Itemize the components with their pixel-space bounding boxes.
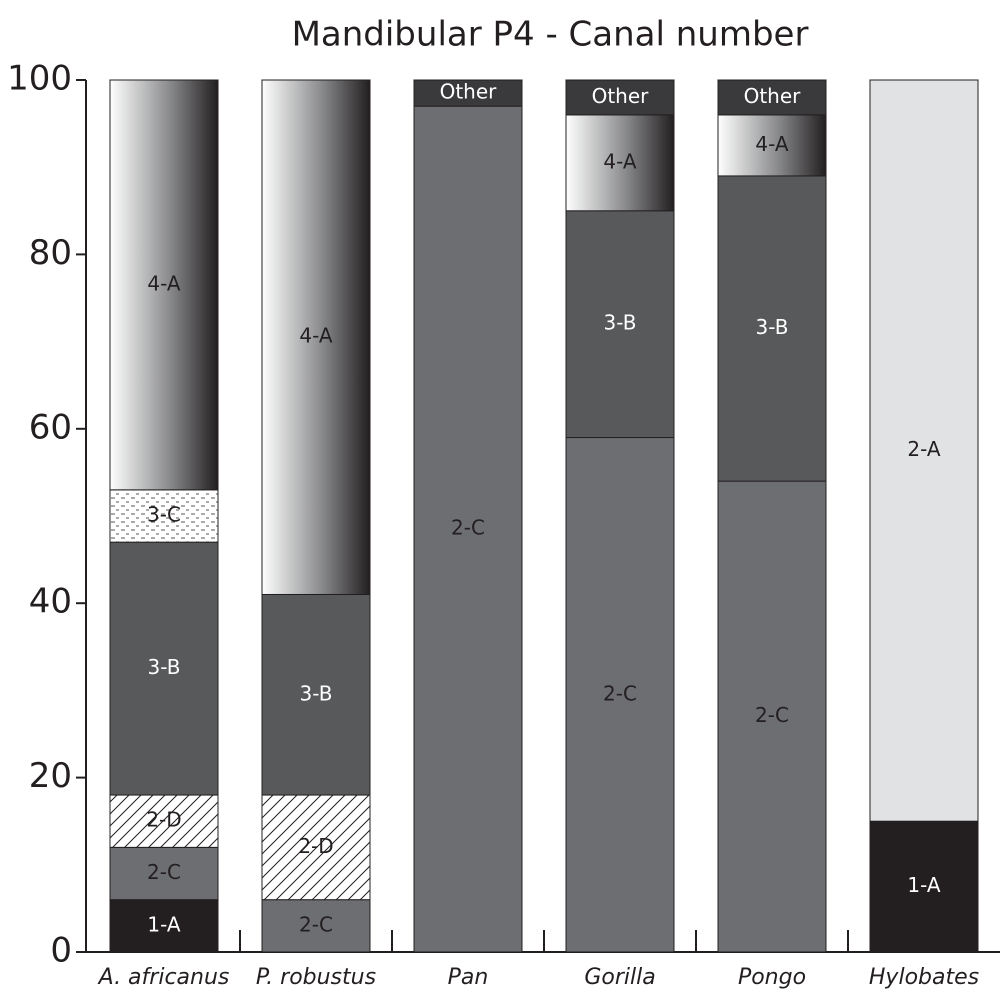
bar-segment	[109, 541, 219, 796]
segment-label: 4-A	[299, 324, 333, 348]
chart-title: Mandibular P4 - Canal number	[292, 15, 809, 55]
segment-label: 1-A	[147, 912, 181, 936]
segment-label: Other	[440, 80, 498, 104]
bar-segment	[109, 79, 219, 491]
bar-segment	[261, 593, 371, 796]
bar-segment	[717, 114, 827, 177]
y-tick-label: 100	[7, 59, 72, 99]
segment-label: 2-C	[603, 681, 637, 705]
x-tick-label: A. africanus	[97, 965, 230, 990]
bar-segment	[261, 79, 371, 595]
x-tick-label: Hylobates	[869, 965, 979, 990]
segment-label: 4-A	[603, 149, 637, 173]
x-tick-label: Pongo	[738, 965, 806, 990]
segment-label: 2-A	[907, 437, 941, 461]
bar-segment	[565, 437, 675, 953]
segment-label: 2-D	[146, 808, 181, 832]
bar-segment	[109, 794, 219, 848]
segment-label: 2-C	[755, 703, 789, 727]
segment-label: Other	[592, 84, 650, 108]
y-tick-label: 0	[50, 931, 72, 971]
bar-segment	[413, 79, 523, 107]
bar-segment	[109, 489, 219, 543]
bar-segment	[869, 820, 979, 953]
segment-label: 3-B	[300, 681, 333, 705]
segment-label: Other	[744, 84, 802, 108]
segment-label: 2-C	[451, 516, 485, 540]
y-tick-label: 40	[29, 582, 72, 622]
bar-segment	[109, 846, 219, 901]
segment-label: 3-B	[756, 315, 789, 339]
segment-label: 4-A	[755, 132, 789, 156]
x-tick-label: Pan	[448, 965, 489, 990]
y-tick-label: 20	[29, 756, 72, 796]
bar-segment	[717, 79, 827, 116]
segment-label: 2-D	[298, 834, 333, 858]
bar-segment	[413, 105, 523, 953]
bar-segment	[869, 79, 979, 822]
bar-segment	[565, 79, 675, 116]
bar-segment	[565, 210, 675, 439]
bar-segment	[565, 114, 675, 212]
segment-label: 2-C	[299, 912, 333, 936]
bar-segment	[717, 175, 827, 482]
segment-label: 3-C	[147, 503, 181, 527]
segment-label: 2-C	[147, 860, 181, 884]
bar-segment	[261, 794, 371, 901]
segment-label: 3-B	[604, 311, 637, 335]
bar-segment	[109, 899, 219, 953]
segment-label: 4-A	[147, 271, 181, 295]
segment-label: 3-B	[148, 655, 181, 679]
segment-label: 1-A	[907, 873, 941, 897]
x-tick-label: Gorilla	[584, 965, 655, 990]
bar-segment	[717, 480, 827, 953]
y-tick-label: 80	[29, 233, 72, 273]
x-tick-label: P. robustus	[256, 965, 376, 990]
y-tick-label: 60	[29, 407, 72, 447]
